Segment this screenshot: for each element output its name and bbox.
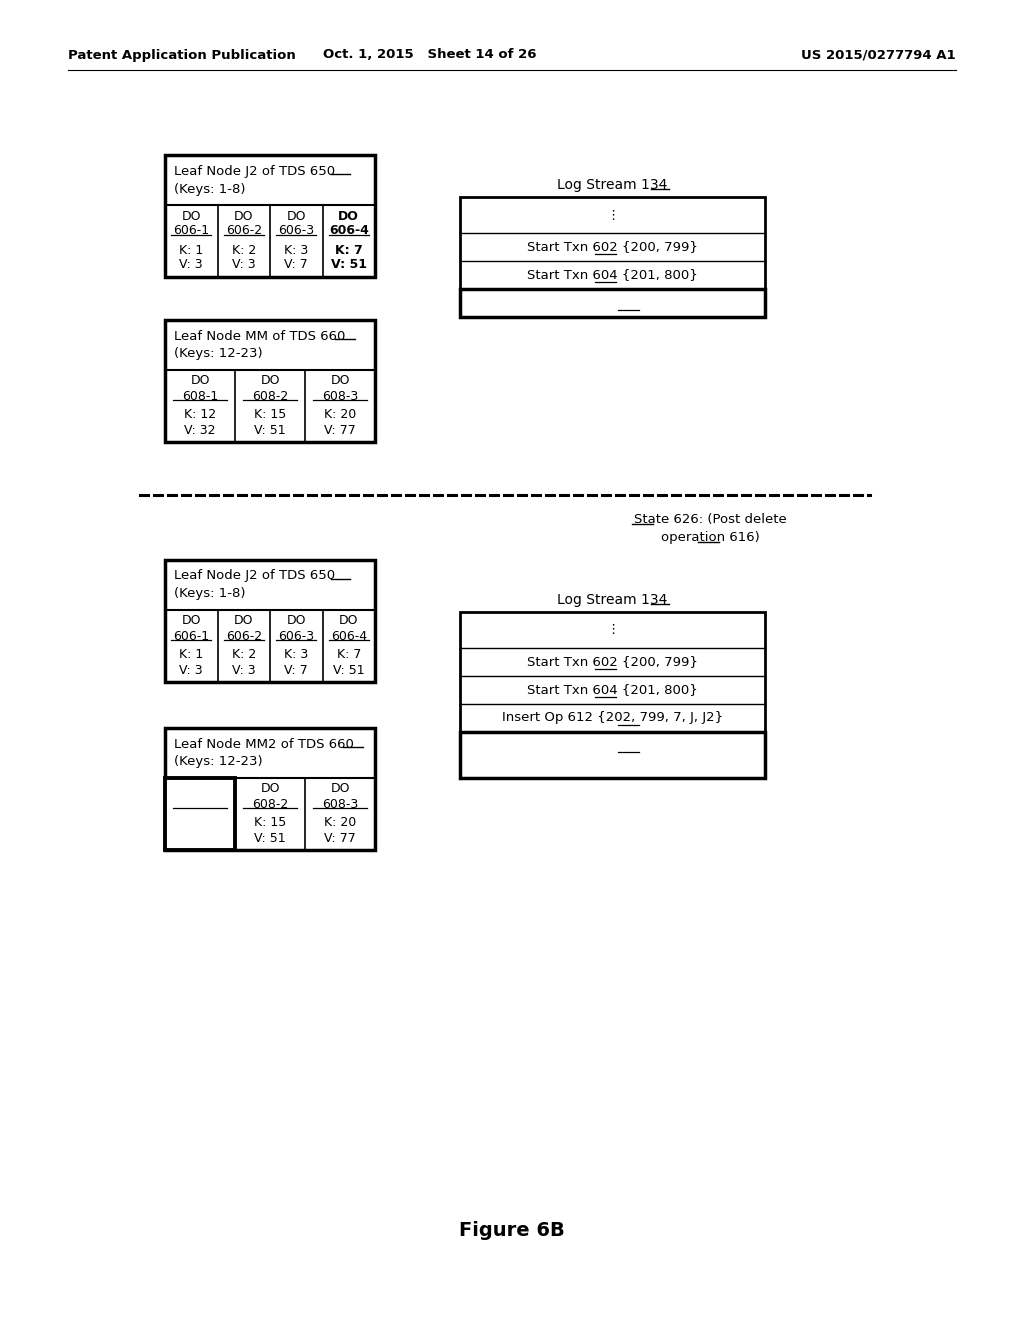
Text: 606-1: 606-1 (173, 630, 209, 643)
Text: K: 15: K: 15 (254, 408, 286, 421)
Text: US 2015/0277794 A1: US 2015/0277794 A1 (802, 49, 956, 62)
Text: K: 2: K: 2 (231, 648, 256, 661)
Text: Start Txn 604 {201, 800}: Start Txn 604 {201, 800} (527, 268, 698, 281)
Text: V: 7: V: 7 (285, 664, 308, 676)
Text: K: 20: K: 20 (324, 817, 356, 829)
Text: 608-2: 608-2 (252, 389, 288, 403)
Text: 608-2: 608-2 (252, 797, 288, 810)
Text: DO: DO (338, 210, 359, 223)
Bar (460, 197, 765, 317)
Text: (Keys: 12-23): (Keys: 12-23) (174, 755, 262, 768)
Text: 606-3: 606-3 (279, 630, 314, 643)
Bar (165, 777, 234, 850)
Bar (165, 560, 375, 682)
Text: Log Stream 134: Log Stream 134 (557, 593, 668, 607)
Text: operation 616): operation 616) (660, 532, 760, 544)
Text: 606-2: 606-2 (225, 224, 262, 238)
Text: 606-4: 606-4 (331, 630, 367, 643)
Text: DO: DO (287, 210, 306, 223)
Text: V: 51: V: 51 (254, 832, 286, 845)
Text: K: 2: K: 2 (231, 243, 256, 256)
Text: K: 12: K: 12 (184, 408, 216, 421)
Bar (460, 733, 765, 777)
Text: 608-3: 608-3 (322, 797, 358, 810)
Text: 608-1: 608-1 (180, 797, 220, 810)
Text: K: 20: K: 20 (324, 408, 356, 421)
Text: V: 51: V: 51 (254, 424, 286, 437)
Text: Insert Op 612 {202, 799, 7, J, J2}: Insert Op 612 {202, 799, 7, J, J2} (489, 297, 736, 309)
Text: K: 3: K: 3 (284, 648, 308, 661)
Text: K: 3: K: 3 (284, 243, 308, 256)
Bar (165, 319, 375, 442)
Text: Leaf Node J2 of TDS 650: Leaf Node J2 of TDS 650 (174, 569, 335, 582)
Text: V: 7: V: 7 (285, 259, 308, 272)
Text: DO: DO (260, 783, 280, 796)
Text: Figure 6B: Figure 6B (459, 1221, 565, 1239)
Text: (Keys: 1-8): (Keys: 1-8) (174, 182, 246, 195)
Text: Delete Op 616 {203, 800, 12, M,
MM2}: Delete Op 616 {203, 800, 12, M, MM2} (492, 741, 733, 770)
Text: 606-2: 606-2 (225, 630, 262, 643)
Text: DO: DO (234, 210, 254, 223)
Bar (165, 154, 375, 277)
Text: DO: DO (287, 615, 306, 627)
Text: State 626: (Post delete: State 626: (Post delete (634, 513, 786, 527)
Text: Start Txn 602 {200, 799}: Start Txn 602 {200, 799} (527, 656, 698, 668)
Text: K: 15: K: 15 (254, 817, 286, 829)
Text: 608-3: 608-3 (322, 389, 358, 403)
Text: DO: DO (339, 615, 358, 627)
Text: ⋮: ⋮ (606, 209, 620, 222)
Text: 608-1: 608-1 (182, 389, 218, 403)
Text: DO: DO (181, 615, 201, 627)
Text: Leaf Node MM of TDS 660: Leaf Node MM of TDS 660 (174, 330, 345, 342)
Text: DO: DO (190, 375, 210, 388)
Text: 606-3: 606-3 (279, 224, 314, 238)
Text: K: 7: K: 7 (337, 648, 360, 661)
Text: Leaf Node MM2 of TDS 660: Leaf Node MM2 of TDS 660 (174, 738, 354, 751)
Text: DO: DO (181, 210, 201, 223)
Text: K: 1: K: 1 (179, 243, 204, 256)
Text: T: T (196, 832, 205, 845)
Text: Start Txn 602 {200, 799}: Start Txn 602 {200, 799} (527, 240, 698, 253)
Text: 606-4: 606-4 (329, 224, 369, 238)
Text: V: 3: V: 3 (179, 664, 203, 676)
Text: V: 32: V: 32 (184, 424, 216, 437)
Text: V: 3: V: 3 (179, 259, 203, 272)
Text: V: 77: V: 77 (325, 832, 356, 845)
Text: DO: DO (189, 783, 211, 796)
Text: DO: DO (331, 375, 350, 388)
Text: Patent Application Publication: Patent Application Publication (68, 49, 296, 62)
Text: K: 1: K: 1 (179, 648, 204, 661)
Bar (460, 289, 765, 317)
Text: V: 3: V: 3 (232, 259, 256, 272)
Text: Start Txn 604 {201, 800}: Start Txn 604 {201, 800} (527, 684, 698, 697)
Text: 606-1: 606-1 (173, 224, 209, 238)
Text: Oct. 1, 2015   Sheet 14 of 26: Oct. 1, 2015 Sheet 14 of 26 (324, 49, 537, 62)
Text: DO: DO (260, 375, 280, 388)
Text: (Keys: 12-23): (Keys: 12-23) (174, 347, 262, 360)
Text: DO: DO (331, 783, 350, 796)
Text: K: 12: K: 12 (181, 817, 218, 829)
Text: (Keys: 1-8): (Keys: 1-8) (174, 587, 246, 601)
Text: Leaf Node J2 of TDS 650: Leaf Node J2 of TDS 650 (174, 165, 335, 177)
Text: V: 3: V: 3 (232, 664, 256, 676)
Text: DO: DO (234, 615, 254, 627)
Bar (460, 612, 765, 777)
Bar (165, 729, 375, 850)
Text: ⋮: ⋮ (606, 623, 620, 636)
Text: V: 51: V: 51 (333, 664, 365, 676)
Text: Insert Op 612 {202, 799, 7, J, J2}: Insert Op 612 {202, 799, 7, J, J2} (502, 711, 723, 725)
Text: K: 7: K: 7 (335, 243, 362, 256)
Text: V: 77: V: 77 (325, 424, 356, 437)
Text: V: 51: V: 51 (331, 259, 367, 272)
Text: Log Stream 134: Log Stream 134 (557, 178, 668, 191)
